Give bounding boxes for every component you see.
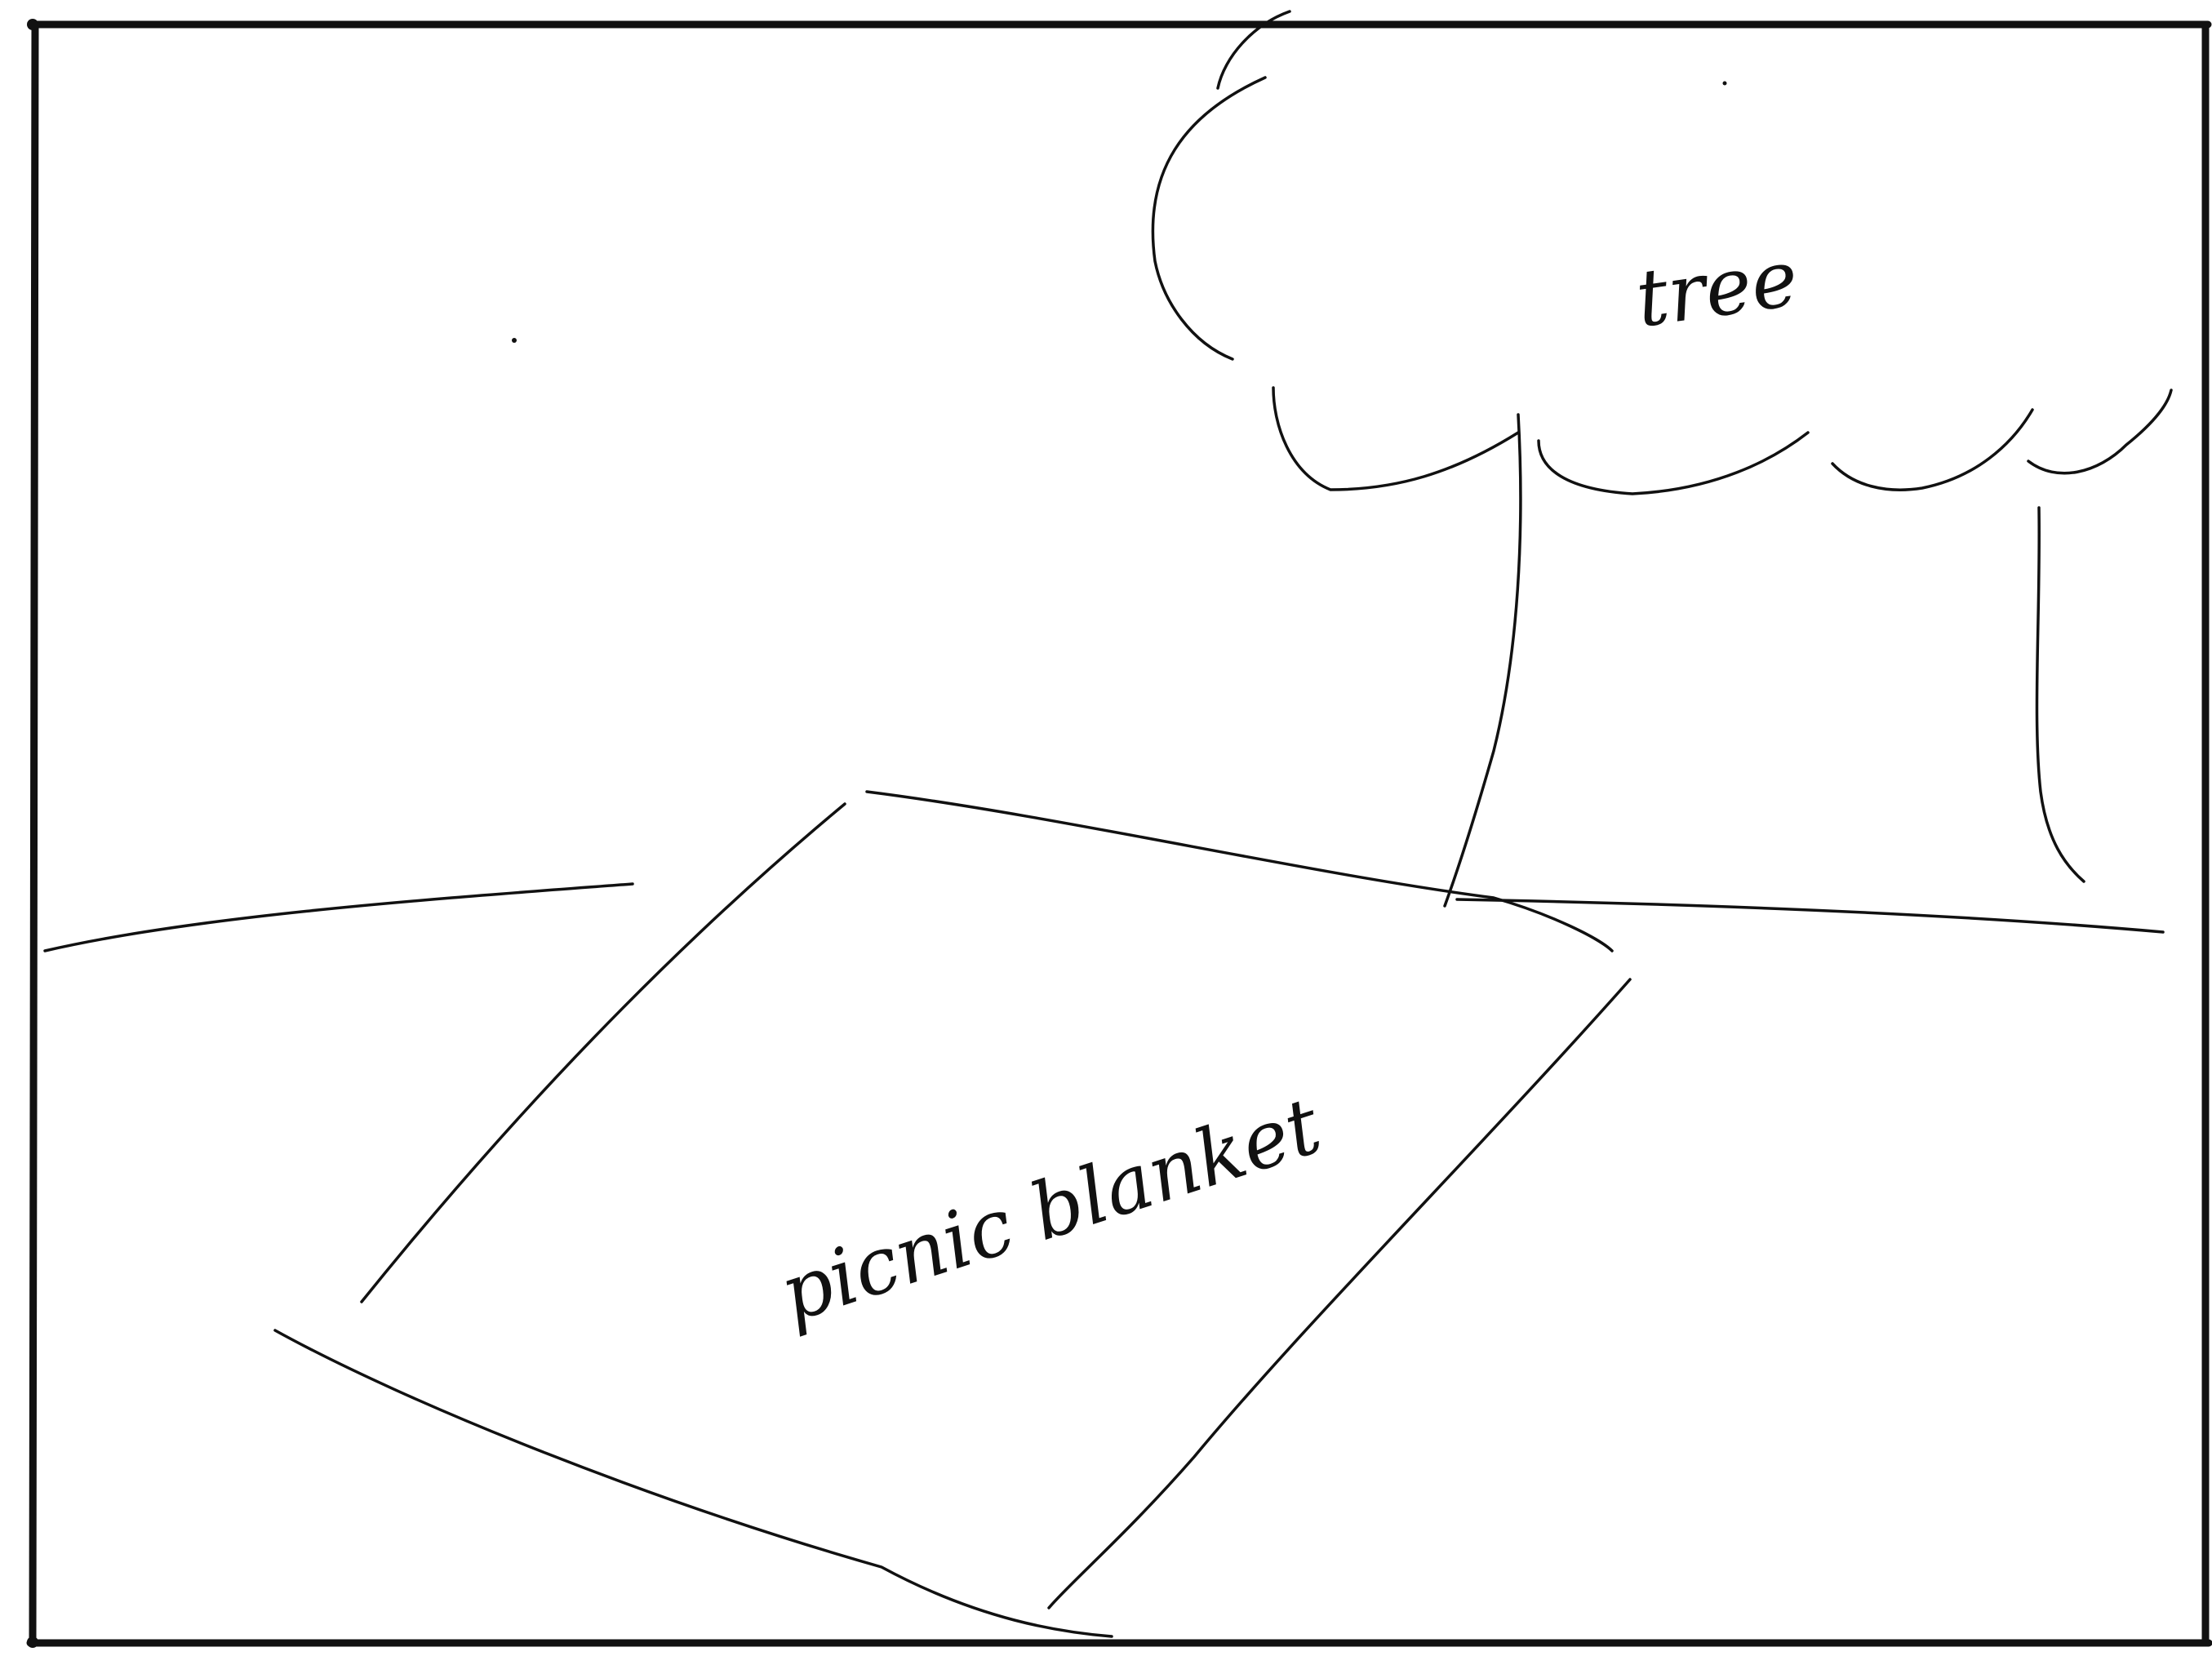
tree-trunk — [1443, 413, 2085, 908]
horizon-left — [43, 882, 634, 952]
horizon-right — [1455, 898, 2165, 934]
frame-border — [26, 20, 2212, 1647]
picnic-blanket — [273, 790, 1632, 1638]
frame-corner — [27, 19, 38, 30]
tree-label: tree — [1631, 232, 1804, 344]
frame-corner — [27, 1636, 38, 1648]
stray-mark — [512, 338, 517, 343]
stray-mark — [1722, 81, 1727, 86]
blanket-label: picnic blanket — [769, 1080, 1331, 1340]
tree-crown — [1151, 10, 2173, 495]
